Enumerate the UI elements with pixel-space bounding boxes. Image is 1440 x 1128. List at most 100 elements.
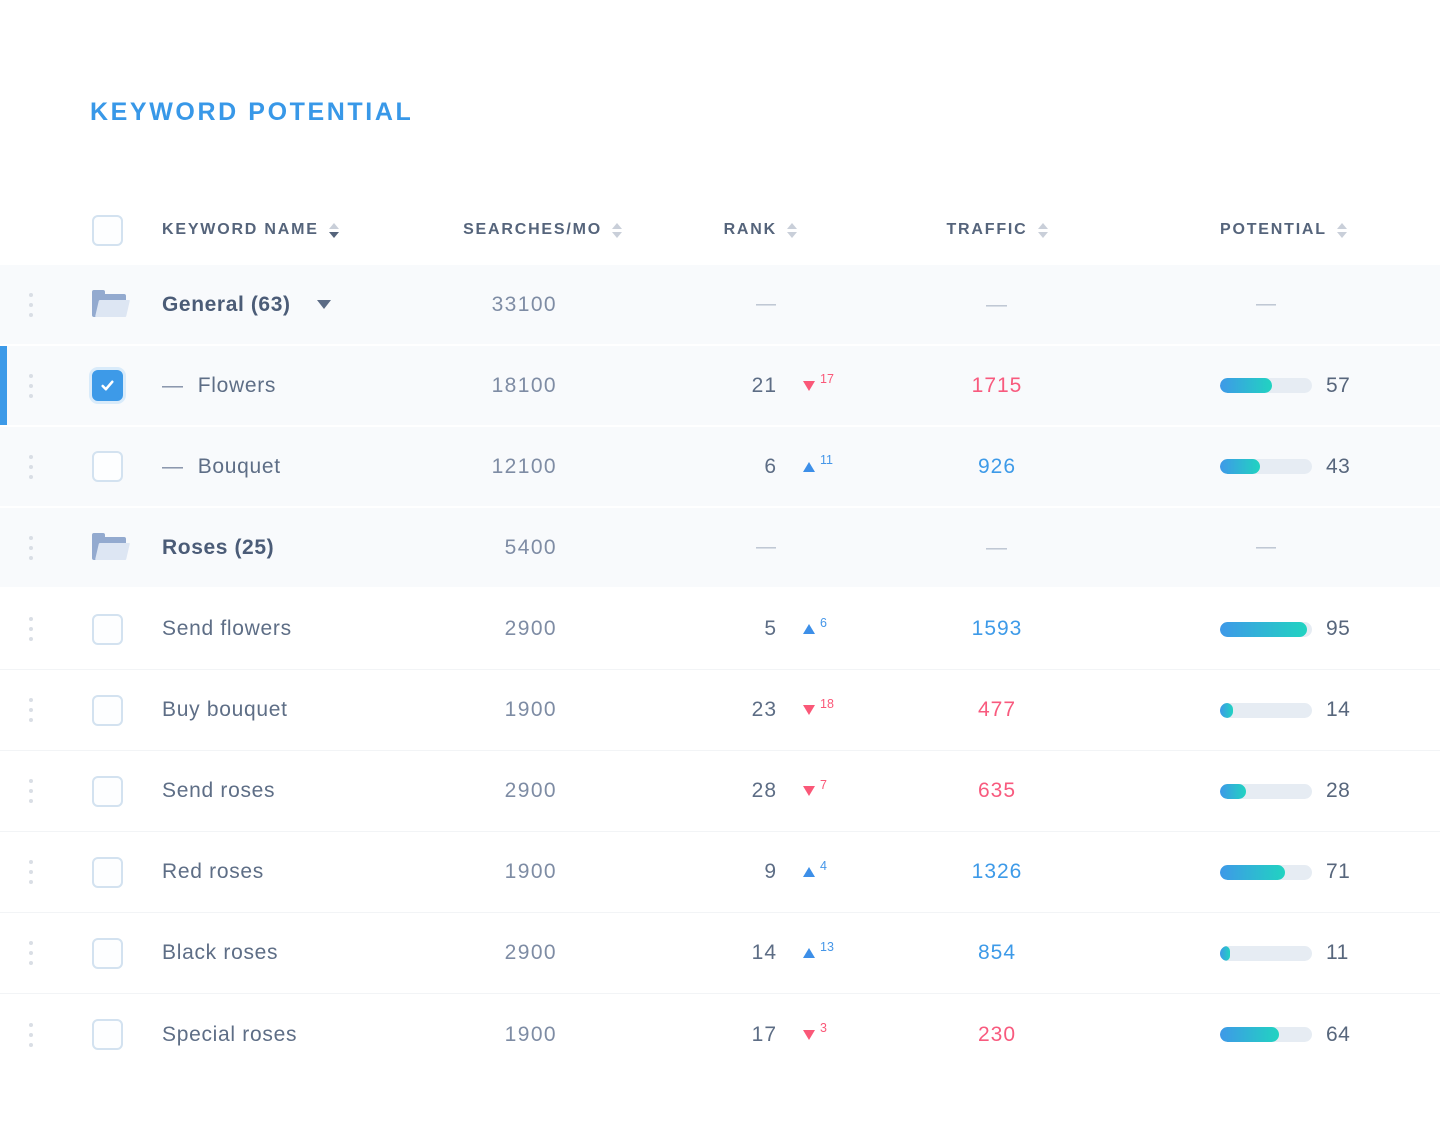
potential-bar [1220, 783, 1312, 799]
rank-value: 23 [751, 698, 777, 721]
rank-cell: — [622, 508, 842, 587]
caret-down-icon[interactable] [316, 300, 331, 309]
checkbox-cell [66, 589, 162, 669]
sort-icon [1336, 222, 1347, 238]
select-all-checkbox[interactable] [92, 214, 123, 246]
folder-icon [92, 290, 130, 319]
table-row-send-flowers: Send flowers 2900 5 6 1593 95 [0, 589, 1440, 670]
potential-bar [1220, 621, 1312, 637]
potential-bar-fill [1220, 702, 1233, 718]
checkbox-cell [66, 751, 162, 831]
row-checkbox[interactable] [92, 856, 123, 888]
trend-triangle-icon [803, 786, 815, 796]
drag-cell [0, 265, 66, 344]
potential-value: 28 [1326, 779, 1351, 802]
traffic-value: 1326 [971, 860, 1023, 883]
potential-cell: 64 [1152, 994, 1440, 1075]
child-dash: — [162, 373, 184, 397]
trend-triangle-icon [803, 867, 815, 877]
row-checkbox[interactable] [92, 613, 123, 645]
rank-trend: 6 [803, 617, 827, 636]
drag-cell [0, 751, 66, 831]
trend-triangle-icon [803, 705, 815, 715]
row-checkbox[interactable] [92, 775, 123, 807]
table-row-group-general: General (63) 33100 — — — [0, 265, 1440, 346]
potential-cell: — [1152, 265, 1440, 344]
checkbox-cell [66, 427, 162, 506]
keyword-name: Bouquet [197, 454, 281, 478]
row-checkbox[interactable] [92, 1019, 123, 1050]
drag-handle-icon[interactable] [29, 617, 33, 641]
trend-triangle-icon [803, 1029, 815, 1040]
name-cell: Send flowers [162, 589, 452, 669]
checkbox-cell [66, 670, 162, 750]
drag-handle-icon[interactable] [29, 292, 33, 317]
rank-cell: 28 7 [622, 751, 842, 831]
traffic-value: 1715 [971, 373, 1023, 397]
drag-handle-icon[interactable] [29, 941, 33, 965]
drag-handle-icon[interactable] [29, 373, 33, 398]
potential-placeholder: — [1256, 536, 1276, 558]
searches-value: 2900 [504, 941, 557, 964]
table-row-send-roses: Send roses 2900 28 7 635 28 [0, 751, 1440, 832]
rank-cell: — [622, 265, 842, 344]
table-row-flowers: — Flowers 18100 21 17 1715 57 [0, 346, 1440, 427]
row-checkbox[interactable] [92, 451, 123, 482]
traffic-value: 1593 [971, 617, 1023, 640]
table-row-bouquet: — Bouquet 12100 6 11 926 43 [0, 427, 1440, 508]
potential-cell: 14 [1152, 670, 1440, 750]
potential-bar-fill [1220, 945, 1231, 961]
table-header: KEYWORD NAME SEARCHES/MO RANK TRAFFIC PO… [0, 195, 1440, 265]
potential-value: 11 [1326, 941, 1349, 964]
drag-cell [0, 994, 66, 1075]
icon-cell [66, 265, 162, 344]
potential-bar-fill [1220, 864, 1286, 880]
rank-value: 28 [751, 779, 777, 802]
group-name[interactable]: Roses (25) [162, 535, 275, 559]
potential-bar [1220, 945, 1312, 961]
rank-value: 6 [764, 454, 777, 478]
drag-handle-icon[interactable] [29, 535, 33, 560]
drag-handle-icon[interactable] [29, 698, 33, 722]
potential-bar-fill [1220, 378, 1273, 393]
drag-handle-icon[interactable] [29, 1022, 33, 1047]
column-header-searches[interactable]: SEARCHES/MO [452, 195, 622, 265]
rank-value: 14 [751, 941, 777, 964]
potential-value: 57 [1326, 373, 1351, 397]
column-header-rank[interactable]: RANK [622, 195, 842, 265]
potential-cell: 43 [1152, 427, 1440, 506]
drag-handle-icon[interactable] [29, 454, 33, 479]
table-row-special-roses: Special roses 1900 17 3 230 64 [0, 994, 1440, 1075]
drag-cell [0, 427, 66, 506]
name-cell: General (63) [162, 265, 452, 344]
rank-cell: 23 18 [622, 670, 842, 750]
row-checkbox[interactable] [92, 370, 123, 401]
column-header-traffic[interactable]: TRAFFIC [842, 195, 1152, 265]
drag-cell [0, 913, 66, 993]
rank-trend: 3 [803, 1022, 827, 1041]
rank-value: 9 [764, 860, 777, 883]
group-name[interactable]: General (63) [162, 292, 291, 316]
table-row-group-roses: Roses (25) 5400 — — — [0, 508, 1440, 589]
drag-cell [0, 670, 66, 750]
rank-trend: 13 [803, 941, 834, 960]
checkbox-cell [66, 994, 162, 1075]
potential-cell: — [1152, 508, 1440, 587]
row-checkbox[interactable] [92, 937, 123, 969]
drag-handle-icon[interactable] [29, 860, 33, 884]
name-cell: Red roses [162, 832, 452, 912]
keyword-potential-table: KEYWORD NAME SEARCHES/MO RANK TRAFFIC PO… [0, 195, 1440, 1075]
rank-cell: 9 4 [622, 832, 842, 912]
row-checkbox[interactable] [92, 694, 123, 726]
searches-value: 1900 [504, 698, 557, 721]
column-header-potential[interactable]: POTENTIAL [1152, 195, 1440, 265]
drag-handle-icon[interactable] [29, 779, 33, 803]
drag-cell [0, 832, 66, 912]
potential-cell: 28 [1152, 751, 1440, 831]
column-header-keyword-name[interactable]: KEYWORD NAME [162, 195, 452, 265]
keyword-potential-page: KEYWORD POTENTIAL KEYWORD NAME SEARCHES/… [0, 98, 1440, 1128]
potential-bar [1220, 702, 1312, 718]
potential-bar-fill [1220, 621, 1308, 637]
searches-value: 1900 [504, 1022, 557, 1046]
sort-icon [328, 222, 339, 238]
